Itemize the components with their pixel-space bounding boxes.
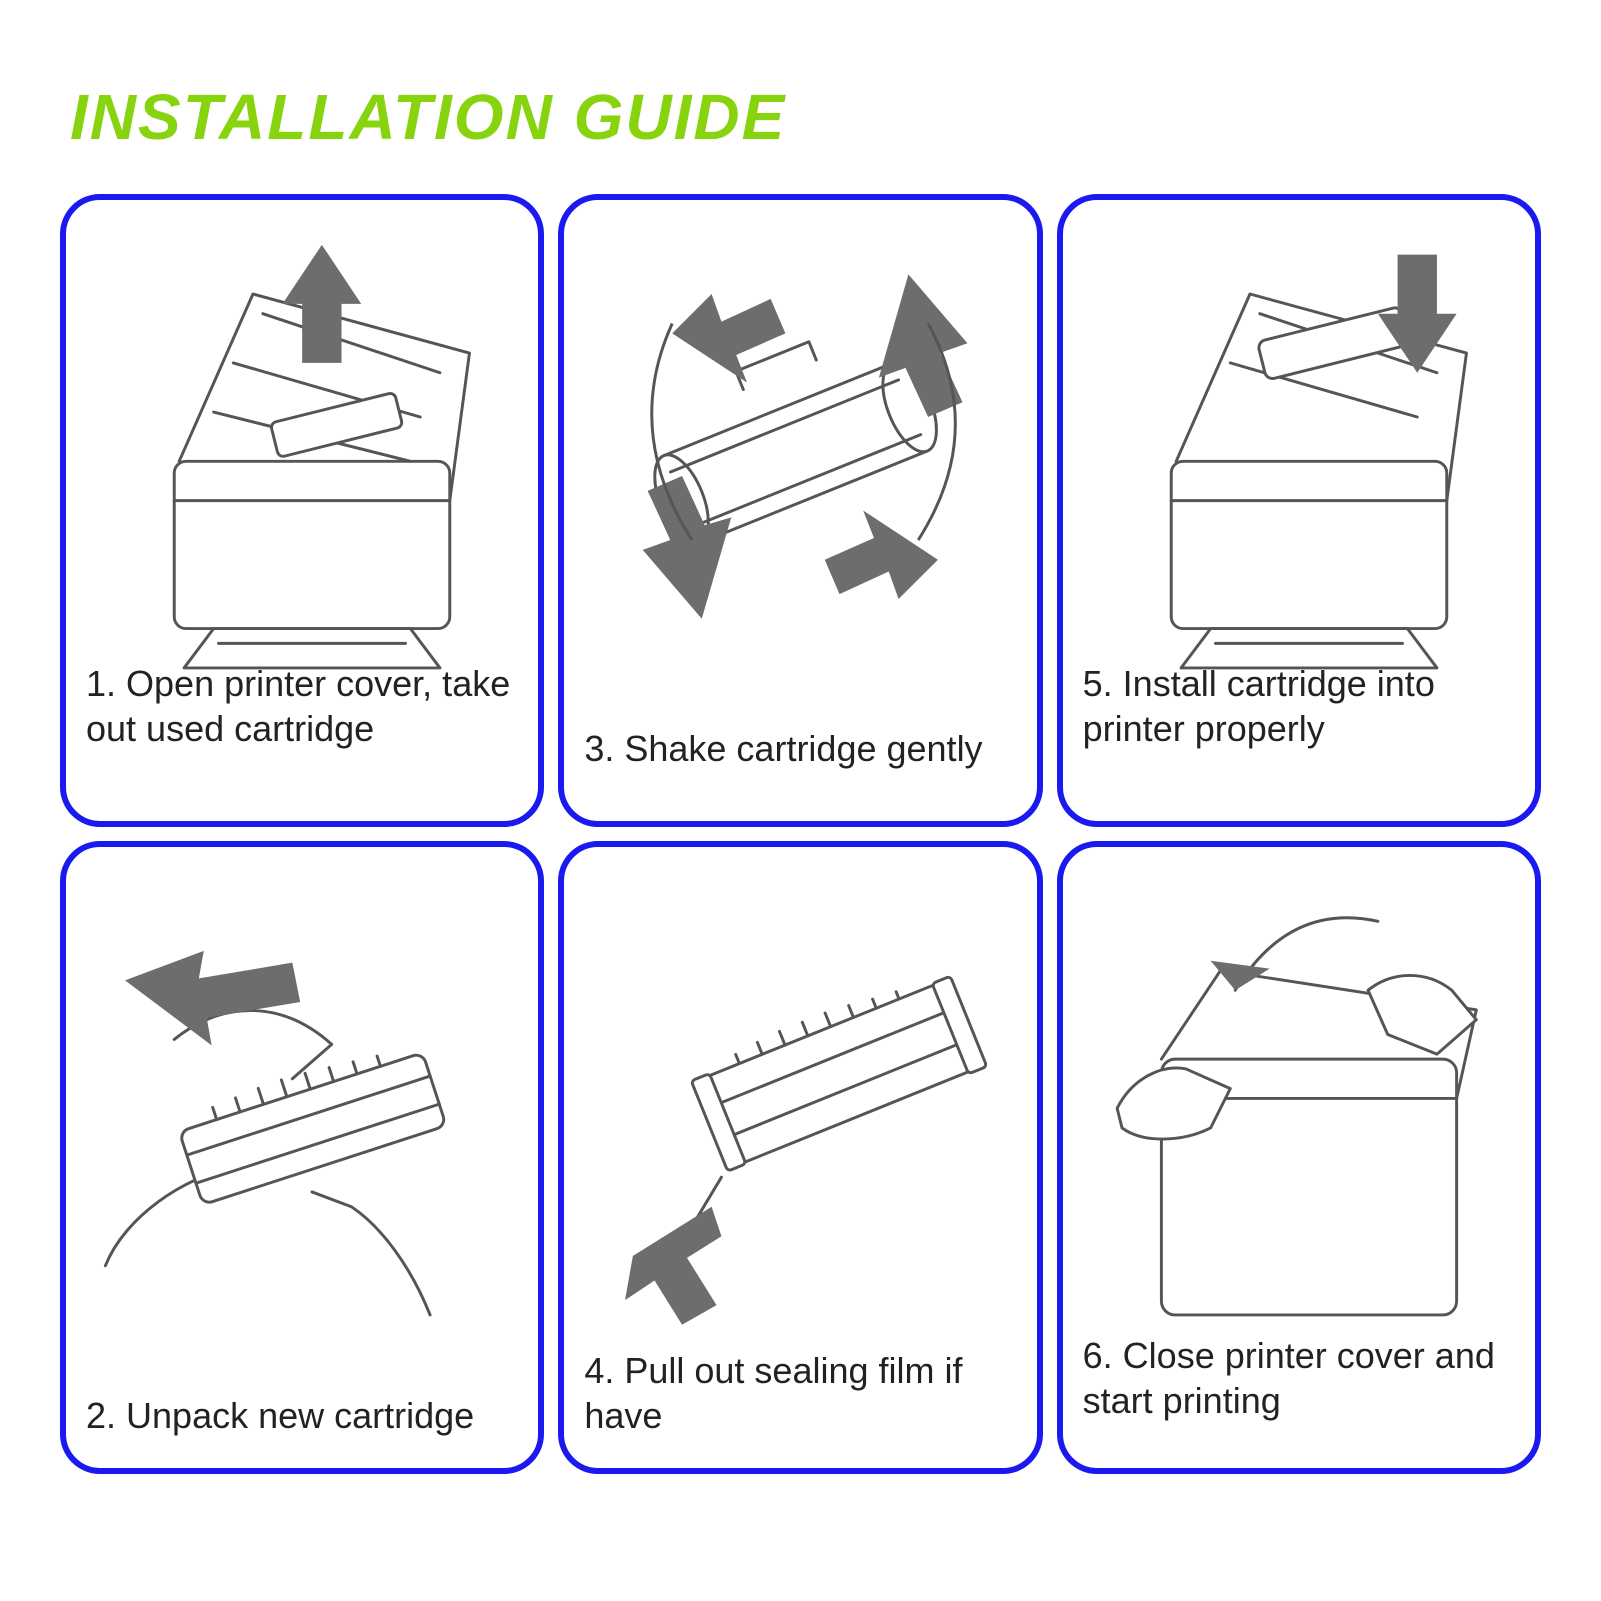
illustration-unpack-cartridge xyxy=(66,847,538,1468)
panel-step-4: 4. Pull out sealing film if have xyxy=(558,841,1042,1474)
page-title: INSTALLATION GUIDE xyxy=(70,80,1541,154)
panel-step-6: 6. Close printer cover and start printin… xyxy=(1057,841,1541,1474)
caption-step-2: 2. Unpack new cartridge xyxy=(86,1393,518,1438)
panel-step-3: 3. Shake cartridge gently xyxy=(558,194,1042,827)
caption-step-6: 6. Close printer cover and start printin… xyxy=(1083,1333,1515,1423)
panel-step-2: 2. Unpack new cartridge xyxy=(60,841,544,1474)
panel-step-5: 5. Install cartridge into printer proper… xyxy=(1057,194,1541,827)
caption-step-5: 5. Install cartridge into printer proper… xyxy=(1083,661,1515,751)
panel-step-1: 1. Open printer cover, take out used car… xyxy=(60,194,544,827)
caption-step-4: 4. Pull out sealing film if have xyxy=(584,1348,1016,1438)
steps-grid: 1. Open printer cover, take out used car… xyxy=(60,194,1541,1474)
installation-guide-page: INSTALLATION GUIDE xyxy=(0,0,1601,1601)
caption-step-1: 1. Open printer cover, take out used car… xyxy=(86,661,518,751)
caption-step-3: 3. Shake cartridge gently xyxy=(584,726,1016,771)
